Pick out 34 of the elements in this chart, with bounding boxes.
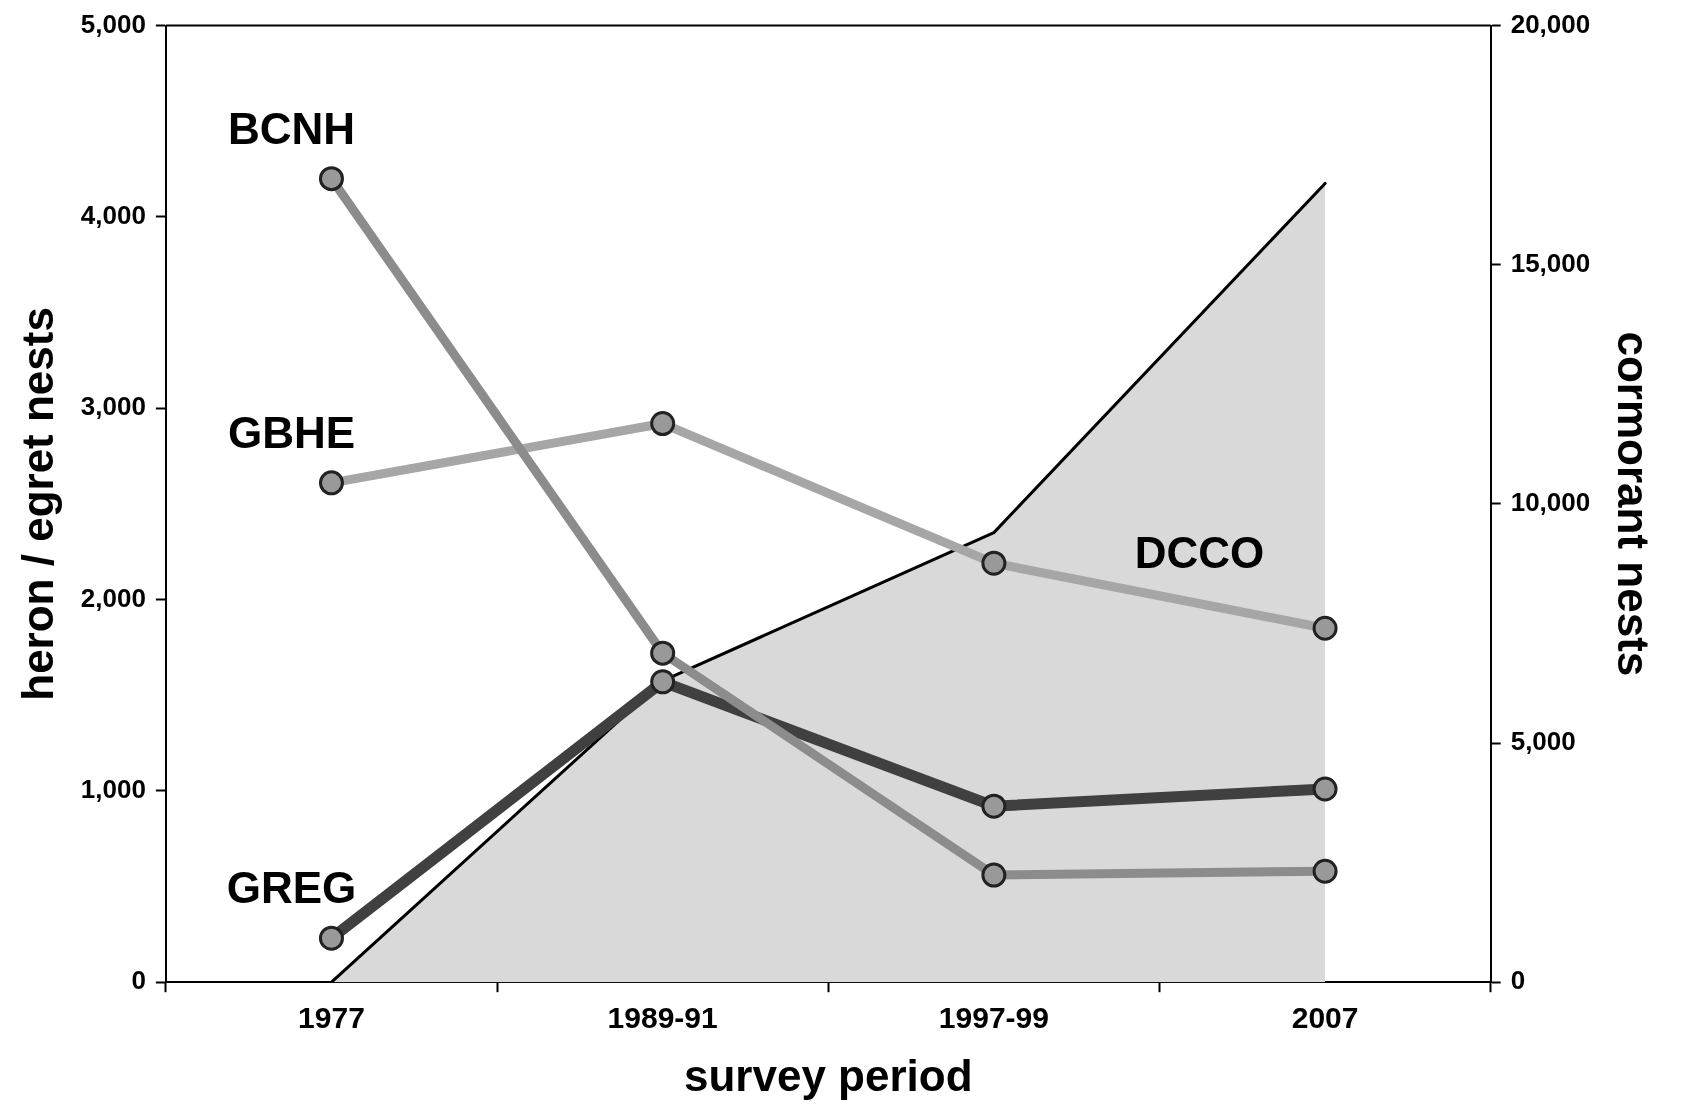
series-label: BCNH (227, 103, 356, 153)
series-label: DCCO (1134, 527, 1265, 577)
point (318, 925, 344, 951)
x-tick-label: 1997-99 (938, 1001, 1049, 1035)
point (1312, 615, 1338, 641)
y-tick-label: 1,000 (80, 774, 146, 805)
point (1312, 858, 1338, 884)
x-tick-label: 1989-91 (607, 1001, 718, 1035)
point (650, 411, 676, 437)
x-tick-label: 2007 (1291, 1001, 1359, 1035)
point (981, 793, 1007, 819)
y2-tick-label: 0 (1510, 965, 1526, 996)
x-tick-label: 1977 (298, 1001, 365, 1035)
series-label: GBHE (227, 408, 356, 457)
point (318, 470, 344, 496)
y-tick-label: 3,000 (80, 391, 146, 422)
point (981, 550, 1007, 576)
y2-tick-label: 15,000 (1510, 247, 1591, 278)
y-tick-label: 0 (131, 965, 146, 996)
point (650, 669, 676, 695)
y2-axis-title: cormorant nests (1609, 331, 1659, 677)
point (1312, 776, 1338, 802)
series-label: GREG (226, 863, 357, 913)
x-axis-title: survey period (683, 1050, 973, 1100)
point (650, 640, 676, 666)
y2-tick-label: 10,000 (1510, 487, 1591, 518)
point (981, 862, 1007, 888)
y-axis-title: heron / egret nests (12, 307, 62, 701)
y-tick-label: 4,000 (80, 200, 146, 231)
y-tick-label: 2,000 (80, 582, 146, 613)
y-tick-label: 5,000 (80, 8, 146, 39)
y2-tick-label: 5,000 (1510, 726, 1576, 757)
y2-tick-label: 20,000 (1510, 8, 1591, 39)
point (318, 166, 344, 192)
